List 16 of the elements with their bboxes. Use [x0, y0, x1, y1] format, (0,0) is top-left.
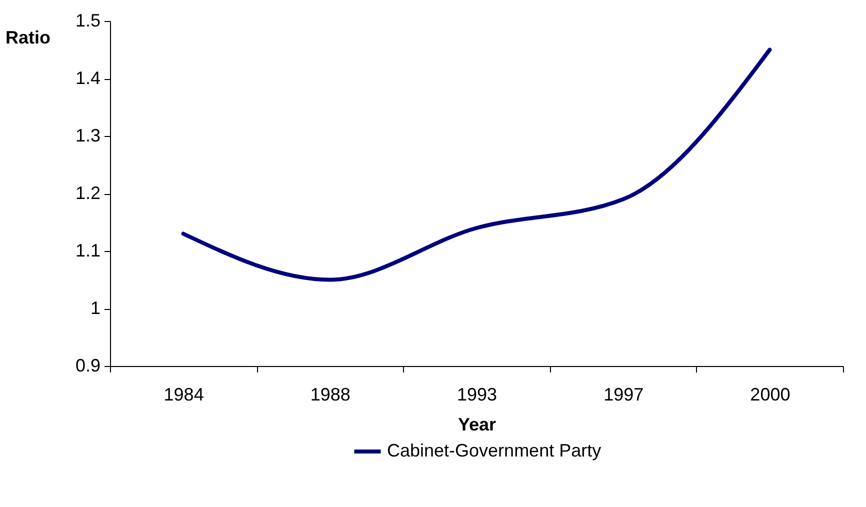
y-tick-label: 1.1 — [75, 240, 100, 260]
legend-label: Cabinet-Government Party — [387, 440, 602, 460]
x-tick-label: 1988 — [310, 384, 350, 404]
y-tick-label: 1 — [90, 298, 100, 318]
line-series — [181, 48, 772, 282]
y-tick-label: 1.2 — [75, 183, 100, 203]
y-tick-label: 1.5 — [75, 10, 100, 30]
x-tick-label: 1993 — [456, 384, 498, 404]
y-axis-title: Ratio — [6, 28, 51, 48]
y-tick-label: 1.3 — [75, 126, 100, 146]
y-tick-label: 0.9 — [75, 356, 100, 376]
y-tick-label: 1.4 — [75, 68, 100, 88]
x-axis-title: Year — [458, 414, 496, 434]
x-tick-label: 1997 — [604, 384, 644, 404]
x-tick-label: 1984 — [164, 384, 204, 404]
x-tick-label: 2000 — [750, 384, 790, 404]
